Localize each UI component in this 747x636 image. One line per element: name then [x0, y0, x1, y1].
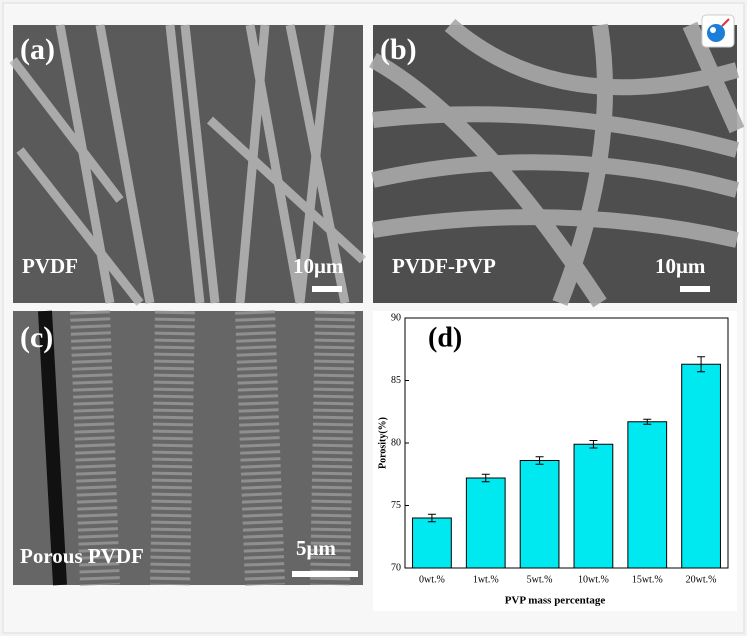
panel-label: (d): [428, 322, 462, 353]
bar: [519, 460, 560, 569]
icon: [701, 14, 735, 48]
y-tick-label: 75: [391, 500, 401, 511]
bar: [573, 443, 614, 569]
x-tick-label: 0wt.%: [419, 574, 445, 585]
error-bar: [697, 356, 706, 373]
y-tick-label: 85: [391, 375, 401, 386]
panel-label: (b): [380, 33, 417, 66]
panel-label: (a): [20, 33, 55, 66]
scale-label: 10μm: [655, 254, 706, 278]
x-tick-label: 15wt.%: [632, 574, 663, 585]
error-bar: [427, 513, 436, 523]
panel-label: (c): [20, 321, 53, 354]
bar: [465, 477, 506, 569]
scale-label: 5μm: [296, 536, 336, 560]
sem-image-b: [369, 18, 745, 308]
y-tick-label: 90: [391, 312, 401, 323]
y-tick-label: 70: [391, 562, 401, 573]
scale-bar: [312, 286, 342, 292]
y-axis-label: Porosity(%): [377, 417, 388, 469]
error-bar: [481, 473, 490, 483]
x-tick-label: 10wt.%: [578, 574, 609, 585]
x-tick-label: 20wt.%: [686, 574, 717, 585]
error-bar: [589, 440, 598, 449]
y-tick-label: 80: [391, 437, 401, 448]
scale-bar: [292, 571, 358, 577]
panel-caption: PVDF: [22, 254, 78, 278]
scale-label: 10μm: [293, 254, 344, 278]
x-tick-label: 1wt.%: [473, 574, 499, 585]
bar: [412, 517, 452, 569]
x-tick-label: 5wt.%: [527, 574, 553, 585]
sem-image-c: [13, 310, 363, 586]
scale-bar: [680, 286, 710, 292]
error-bar: [535, 456, 544, 465]
panel-caption: Porous PVDF: [20, 544, 144, 568]
bar: [681, 363, 721, 569]
panel-caption: PVDF-PVP: [392, 254, 496, 278]
error-bar: [643, 418, 652, 425]
sem-image-a: [9, 24, 367, 306]
bar: [627, 421, 668, 569]
x-axis-label: PVP mass percentage: [505, 595, 606, 607]
